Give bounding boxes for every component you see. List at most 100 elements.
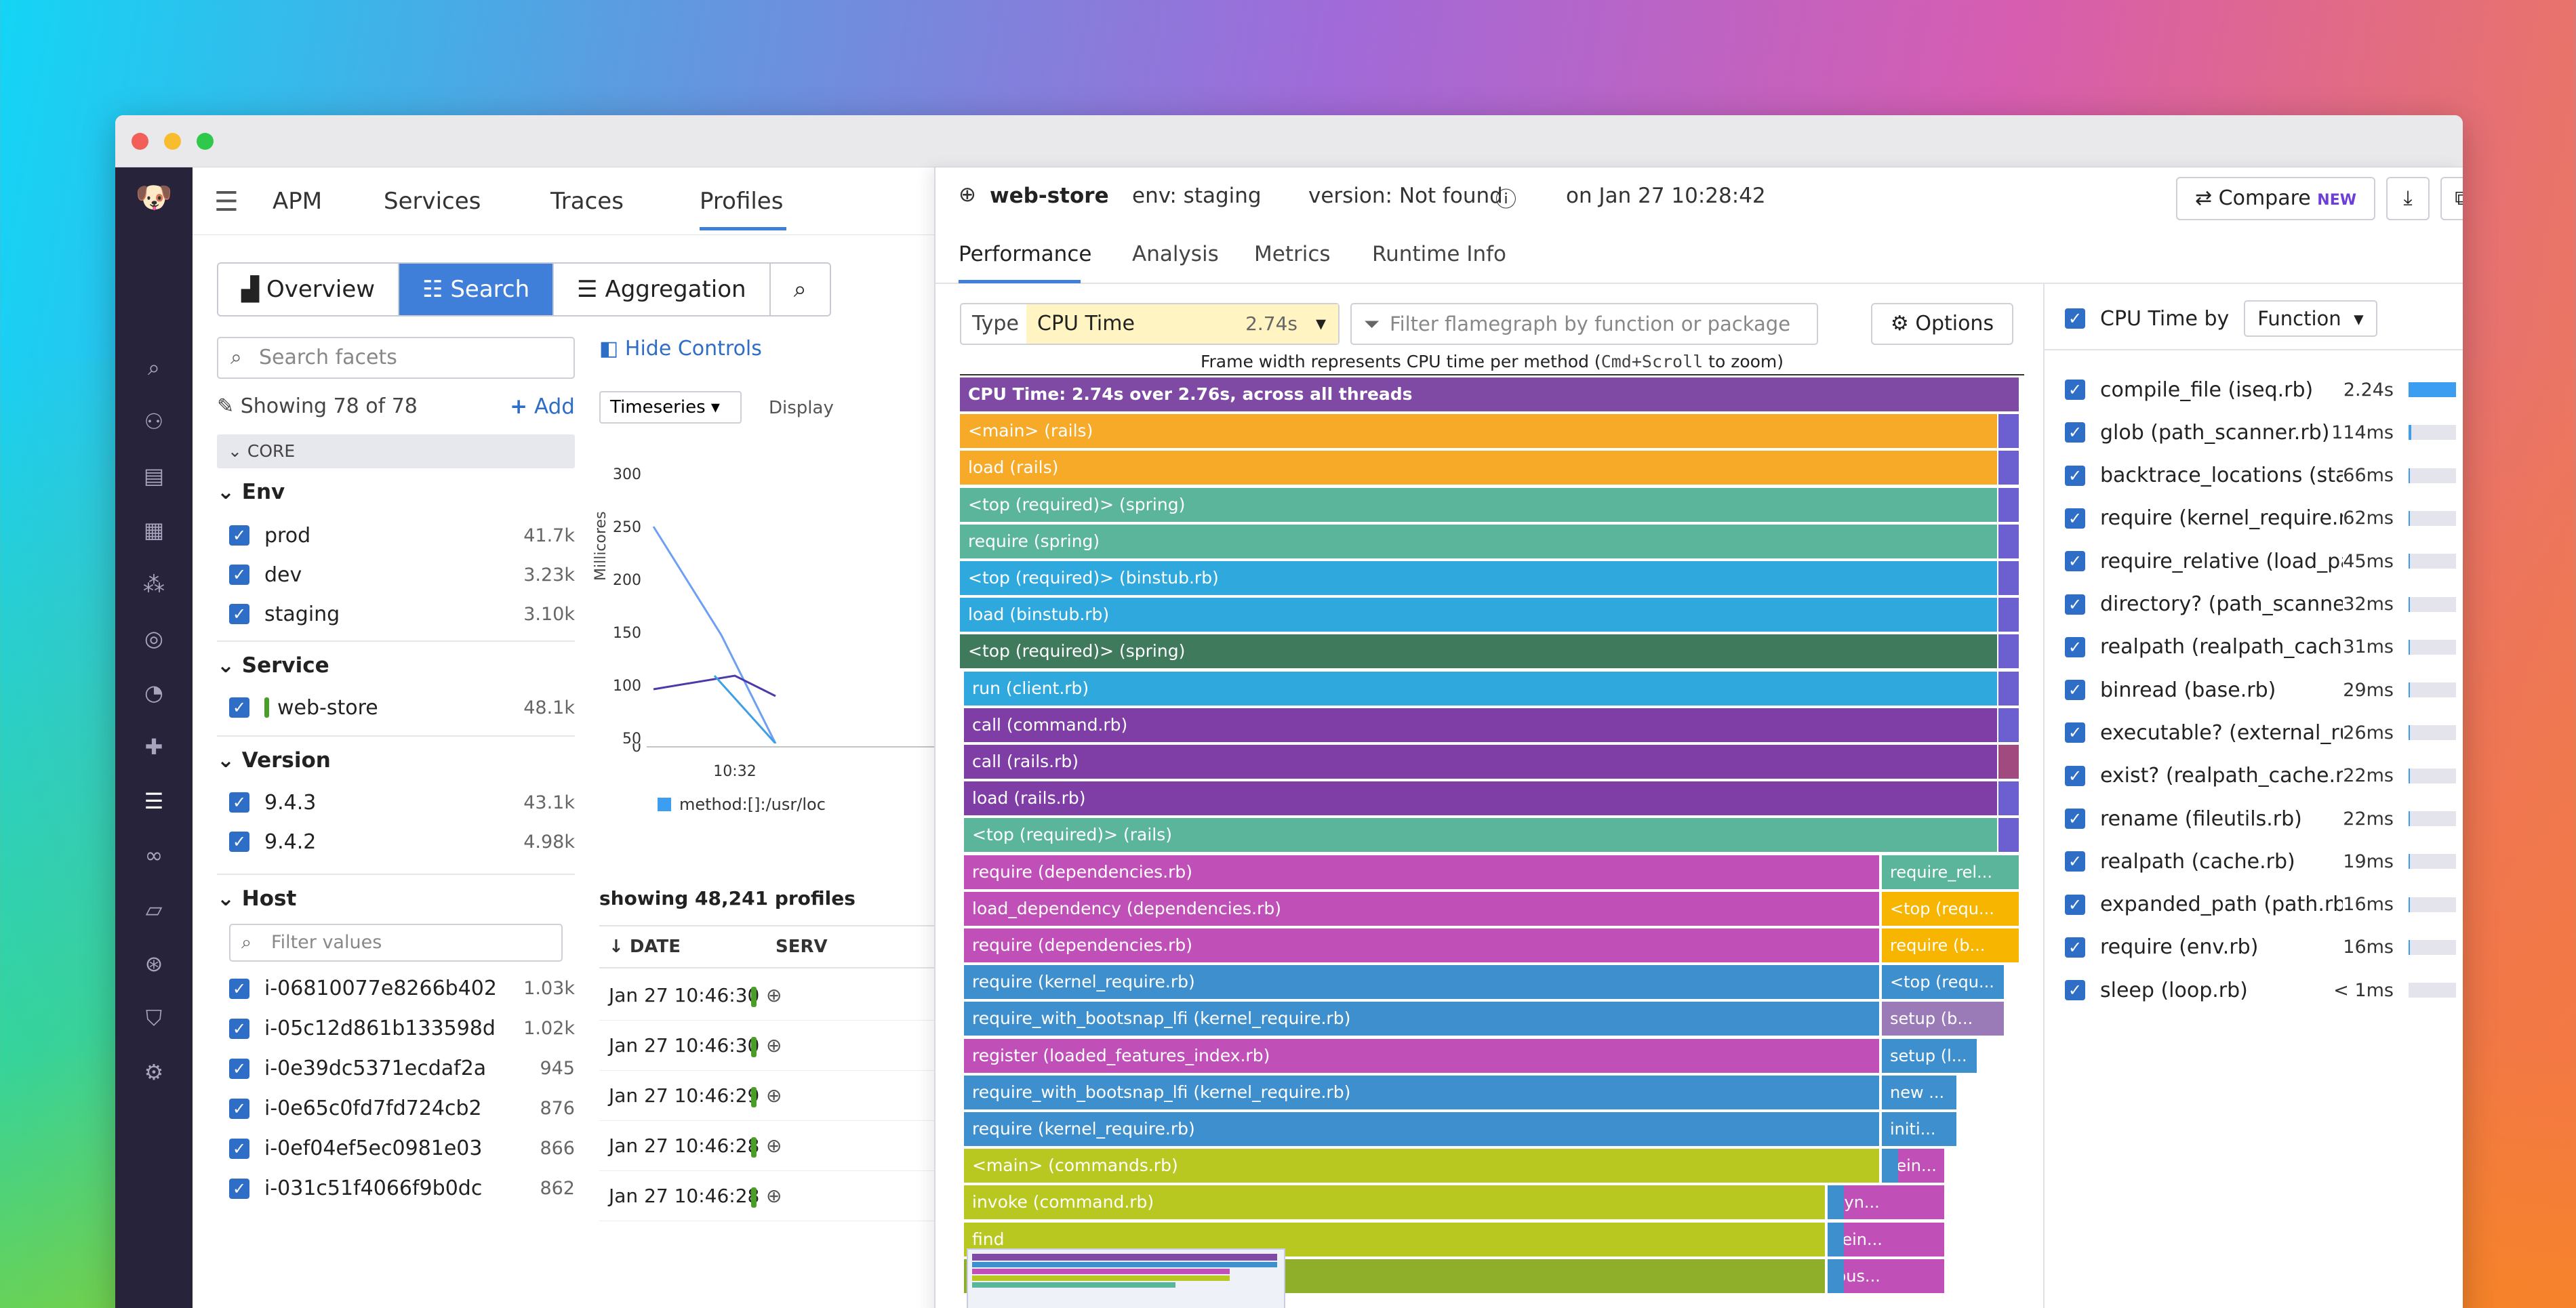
function-checkbox[interactable]: ✓ <box>2065 380 2085 400</box>
nav-services[interactable]: Services <box>384 188 481 215</box>
function-checkbox[interactable]: ✓ <box>2065 508 2085 529</box>
flame-frame[interactable]: load_dependency (dependencies.rb) <box>964 891 1879 926</box>
tab-performance[interactable]: Performance <box>959 242 1092 266</box>
host-facet-header[interactable]: ⌄ Host <box>217 874 575 921</box>
link-icon[interactable]: ∞ <box>144 842 163 868</box>
facet-checkbox[interactable]: ✓ <box>229 604 249 624</box>
cpu-function-row[interactable]: ✓ sleep (loop.rb) < 1ms <box>2065 970 2456 1010</box>
flame-frame-tail[interactable] <box>1998 524 2019 558</box>
facet-checkbox[interactable]: ✓ <box>229 1138 249 1159</box>
cpu-function-row[interactable]: ✓ binread (base.rb) 29ms <box>2065 670 2456 710</box>
facet-item[interactable]: ✓ i-031c51f4066f9b0dc 862 <box>217 1168 575 1208</box>
env-facet-header[interactable]: ⌄ Env <box>217 480 285 504</box>
flame-frame-tail[interactable] <box>1998 561 2019 595</box>
flame-frame-side[interactable] <box>1828 1185 1844 1220</box>
col-date[interactable]: DATE <box>629 937 681 957</box>
function-checkbox[interactable]: ✓ <box>2065 937 2085 958</box>
flame-frame-tail[interactable] <box>1998 414 2019 449</box>
flame-frame-side[interactable]: setup (l... <box>1882 1038 1977 1073</box>
chart-icon[interactable]: ▦ <box>143 517 165 543</box>
version-facet-header[interactable]: ⌄ Version <box>217 735 575 783</box>
function-checkbox[interactable]: ✓ <box>2065 422 2085 443</box>
flame-frame-side[interactable]: <top (requ... <box>1882 965 2004 1000</box>
open-external-icon[interactable]: ⧉ <box>2440 177 2463 220</box>
gauge-icon[interactable]: ◔ <box>144 680 163 706</box>
search-icon[interactable]: ⌕ <box>148 354 160 380</box>
facet-item[interactable]: ✓ i-0e39dc5371ecdaf2a 945 <box>217 1048 575 1088</box>
table-row[interactable]: Jan 27 10:46:29 ⊕ <box>599 1071 1006 1121</box>
cpu-time-by-checkbox[interactable]: ✓ <box>2065 308 2085 329</box>
flame-frame[interactable]: CPU Time: 2.74s over 2.76s, across all t… <box>960 377 2019 411</box>
function-checkbox[interactable]: ✓ <box>2065 680 2085 701</box>
flame-frame[interactable]: require (kernel_require.rb) <box>964 1112 1879 1146</box>
function-select[interactable]: Function ▾ <box>2244 300 2377 337</box>
apm-icon[interactable]: ☰ <box>144 788 164 814</box>
tab-metrics[interactable]: Metrics <box>1254 242 1331 266</box>
flame-frame-tail[interactable] <box>1998 745 2019 779</box>
tab-overview[interactable]: ▟ Overview <box>218 264 400 315</box>
col-service[interactable]: SERV <box>776 937 828 957</box>
maximize-dot[interactable] <box>197 133 214 150</box>
table-row[interactable]: Jan 27 10:46:30 ⊕ <box>599 970 1006 1021</box>
facet-search-input[interactable]: ⌕ Search facets <box>217 337 575 379</box>
flame-frame-side[interactable]: rein... <box>1828 1222 1944 1256</box>
function-checkbox[interactable]: ✓ <box>2065 980 2085 1001</box>
facet-checkbox[interactable]: ✓ <box>229 832 249 852</box>
cpu-function-row[interactable]: ✓ realpath (cache.rb) 19ms <box>2065 841 2456 882</box>
cpu-function-row[interactable]: ✓ require (kernel_require.rb) 62ms <box>2065 498 2456 539</box>
flame-frame[interactable]: <main> (commands.rb) <box>964 1149 1879 1183</box>
cpu-function-row[interactable]: ✓ directory? (path_scanner.rb)32ms <box>2065 584 2456 625</box>
facet-item[interactable]: ✓ i-06810077e8266b402 1.03k <box>217 968 575 1008</box>
flame-frame-tail[interactable] <box>1998 487 2019 522</box>
table-row[interactable]: Jan 27 10:46:28 ⊕ <box>599 1171 1006 1221</box>
facet-checkbox[interactable]: ✓ <box>229 792 249 813</box>
flame-frame[interactable]: require_with_bootsnap_lfi (kernel_requir… <box>964 1002 1879 1036</box>
cpu-function-row[interactable]: ✓ exist? (realpath_cache.rb) 22ms <box>2065 756 2456 796</box>
search-tab-icon[interactable]: ⌕ <box>770 264 830 315</box>
facet-item[interactable]: ✓ web-store 48.1k <box>217 688 575 727</box>
facet-item[interactable]: ✓ 9.4.3 43.1k <box>217 783 575 822</box>
facet-item[interactable]: ✓ i-05c12d861b133598d 1.02k <box>217 1008 575 1048</box>
function-checkbox[interactable]: ✓ <box>2065 636 2085 657</box>
facet-item[interactable]: ✓ i-0ef04ef5ec0981e03 866 <box>217 1128 575 1168</box>
tab-runtime-info[interactable]: Runtime Info <box>1372 242 1507 266</box>
flame-frame-side[interactable]: require_rel... <box>1882 855 2019 889</box>
synthetics-icon[interactable]: ⊛ <box>144 951 163 977</box>
core-group[interactable]: ⌄ CORE <box>217 434 575 468</box>
facet-checkbox[interactable]: ✓ <box>229 1058 249 1079</box>
flame-frame[interactable]: <main> (rails) <box>960 414 1997 449</box>
function-checkbox[interactable]: ✓ <box>2065 765 2085 786</box>
function-checkbox[interactable]: ✓ <box>2065 851 2085 872</box>
facet-item[interactable]: ✓ 9.4.2 4.98k <box>217 822 575 861</box>
facet-checkbox[interactable]: ✓ <box>229 1178 249 1199</box>
cpu-function-row[interactable]: ✓ realpath (realpath_cache.rb)31ms <box>2065 627 2456 668</box>
flame-frame-tail[interactable] <box>1998 451 2019 485</box>
monitors-icon[interactable]: ◎ <box>144 626 163 651</box>
flame-frame-tail[interactable] <box>1998 781 2019 816</box>
flame-frame[interactable]: require (dependencies.rb) <box>964 855 1879 889</box>
host-filter-input[interactable]: ⌕ Filter values <box>229 924 563 962</box>
close-dot[interactable] <box>132 133 148 150</box>
nav-profiles[interactable]: Profiles <box>700 188 784 215</box>
facet-checkbox[interactable]: ✓ <box>229 1098 249 1119</box>
edit-icon[interactable]: ✎ <box>217 394 241 418</box>
display-label[interactable]: Display <box>769 398 834 418</box>
minimize-dot[interactable] <box>164 133 181 150</box>
nav-apm[interactable]: APM <box>273 188 323 215</box>
tab-aggregation[interactable]: ☰ Aggregation <box>554 264 771 315</box>
integrations-icon[interactable]: ⁂ <box>143 571 165 597</box>
flame-frame[interactable]: <top (required)> (spring) <box>960 634 1997 669</box>
flame-frame[interactable]: call (command.rb) <box>964 708 1997 742</box>
timeseries-select[interactable]: Timeseries ▾ <box>599 391 742 424</box>
add-facet-button[interactable]: + Add <box>510 394 575 419</box>
compare-button[interactable]: ⇄ Compare NEW <box>2176 177 2375 220</box>
tab-search[interactable]: ☷ Search <box>399 264 555 315</box>
service-facet-header[interactable]: ⌄ Service <box>217 640 575 688</box>
hide-controls-button[interactable]: ◧ Hide Controls <box>599 337 762 361</box>
flame-frame-tail[interactable] <box>1998 598 2019 632</box>
cpu-function-row[interactable]: ✓ executable? (external_runtime.rb)26ms <box>2065 712 2456 753</box>
book-icon[interactable]: ▱ <box>145 897 163 922</box>
flame-frame-side[interactable] <box>1828 1222 1844 1256</box>
tab-analysis[interactable]: Analysis <box>1132 242 1219 266</box>
flame-frame[interactable]: require_with_bootsnap_lfi (kernel_requir… <box>964 1075 1879 1109</box>
